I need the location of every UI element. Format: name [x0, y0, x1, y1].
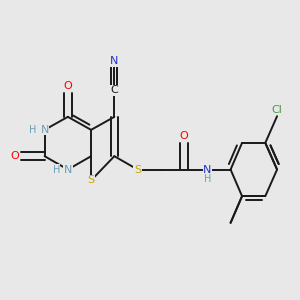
Text: S: S	[88, 176, 95, 185]
Text: Cl: Cl	[272, 105, 283, 115]
Text: N: N	[203, 164, 212, 175]
Text: O: O	[10, 151, 19, 161]
Text: N: N	[64, 164, 72, 175]
Text: H: H	[204, 174, 211, 184]
Text: O: O	[180, 131, 188, 141]
Text: N: N	[40, 125, 49, 135]
Text: H: H	[53, 164, 60, 175]
Text: N: N	[110, 56, 118, 66]
Text: C: C	[110, 85, 118, 95]
Text: H: H	[29, 125, 37, 135]
Text: S: S	[134, 164, 141, 175]
Text: O: O	[64, 81, 72, 91]
